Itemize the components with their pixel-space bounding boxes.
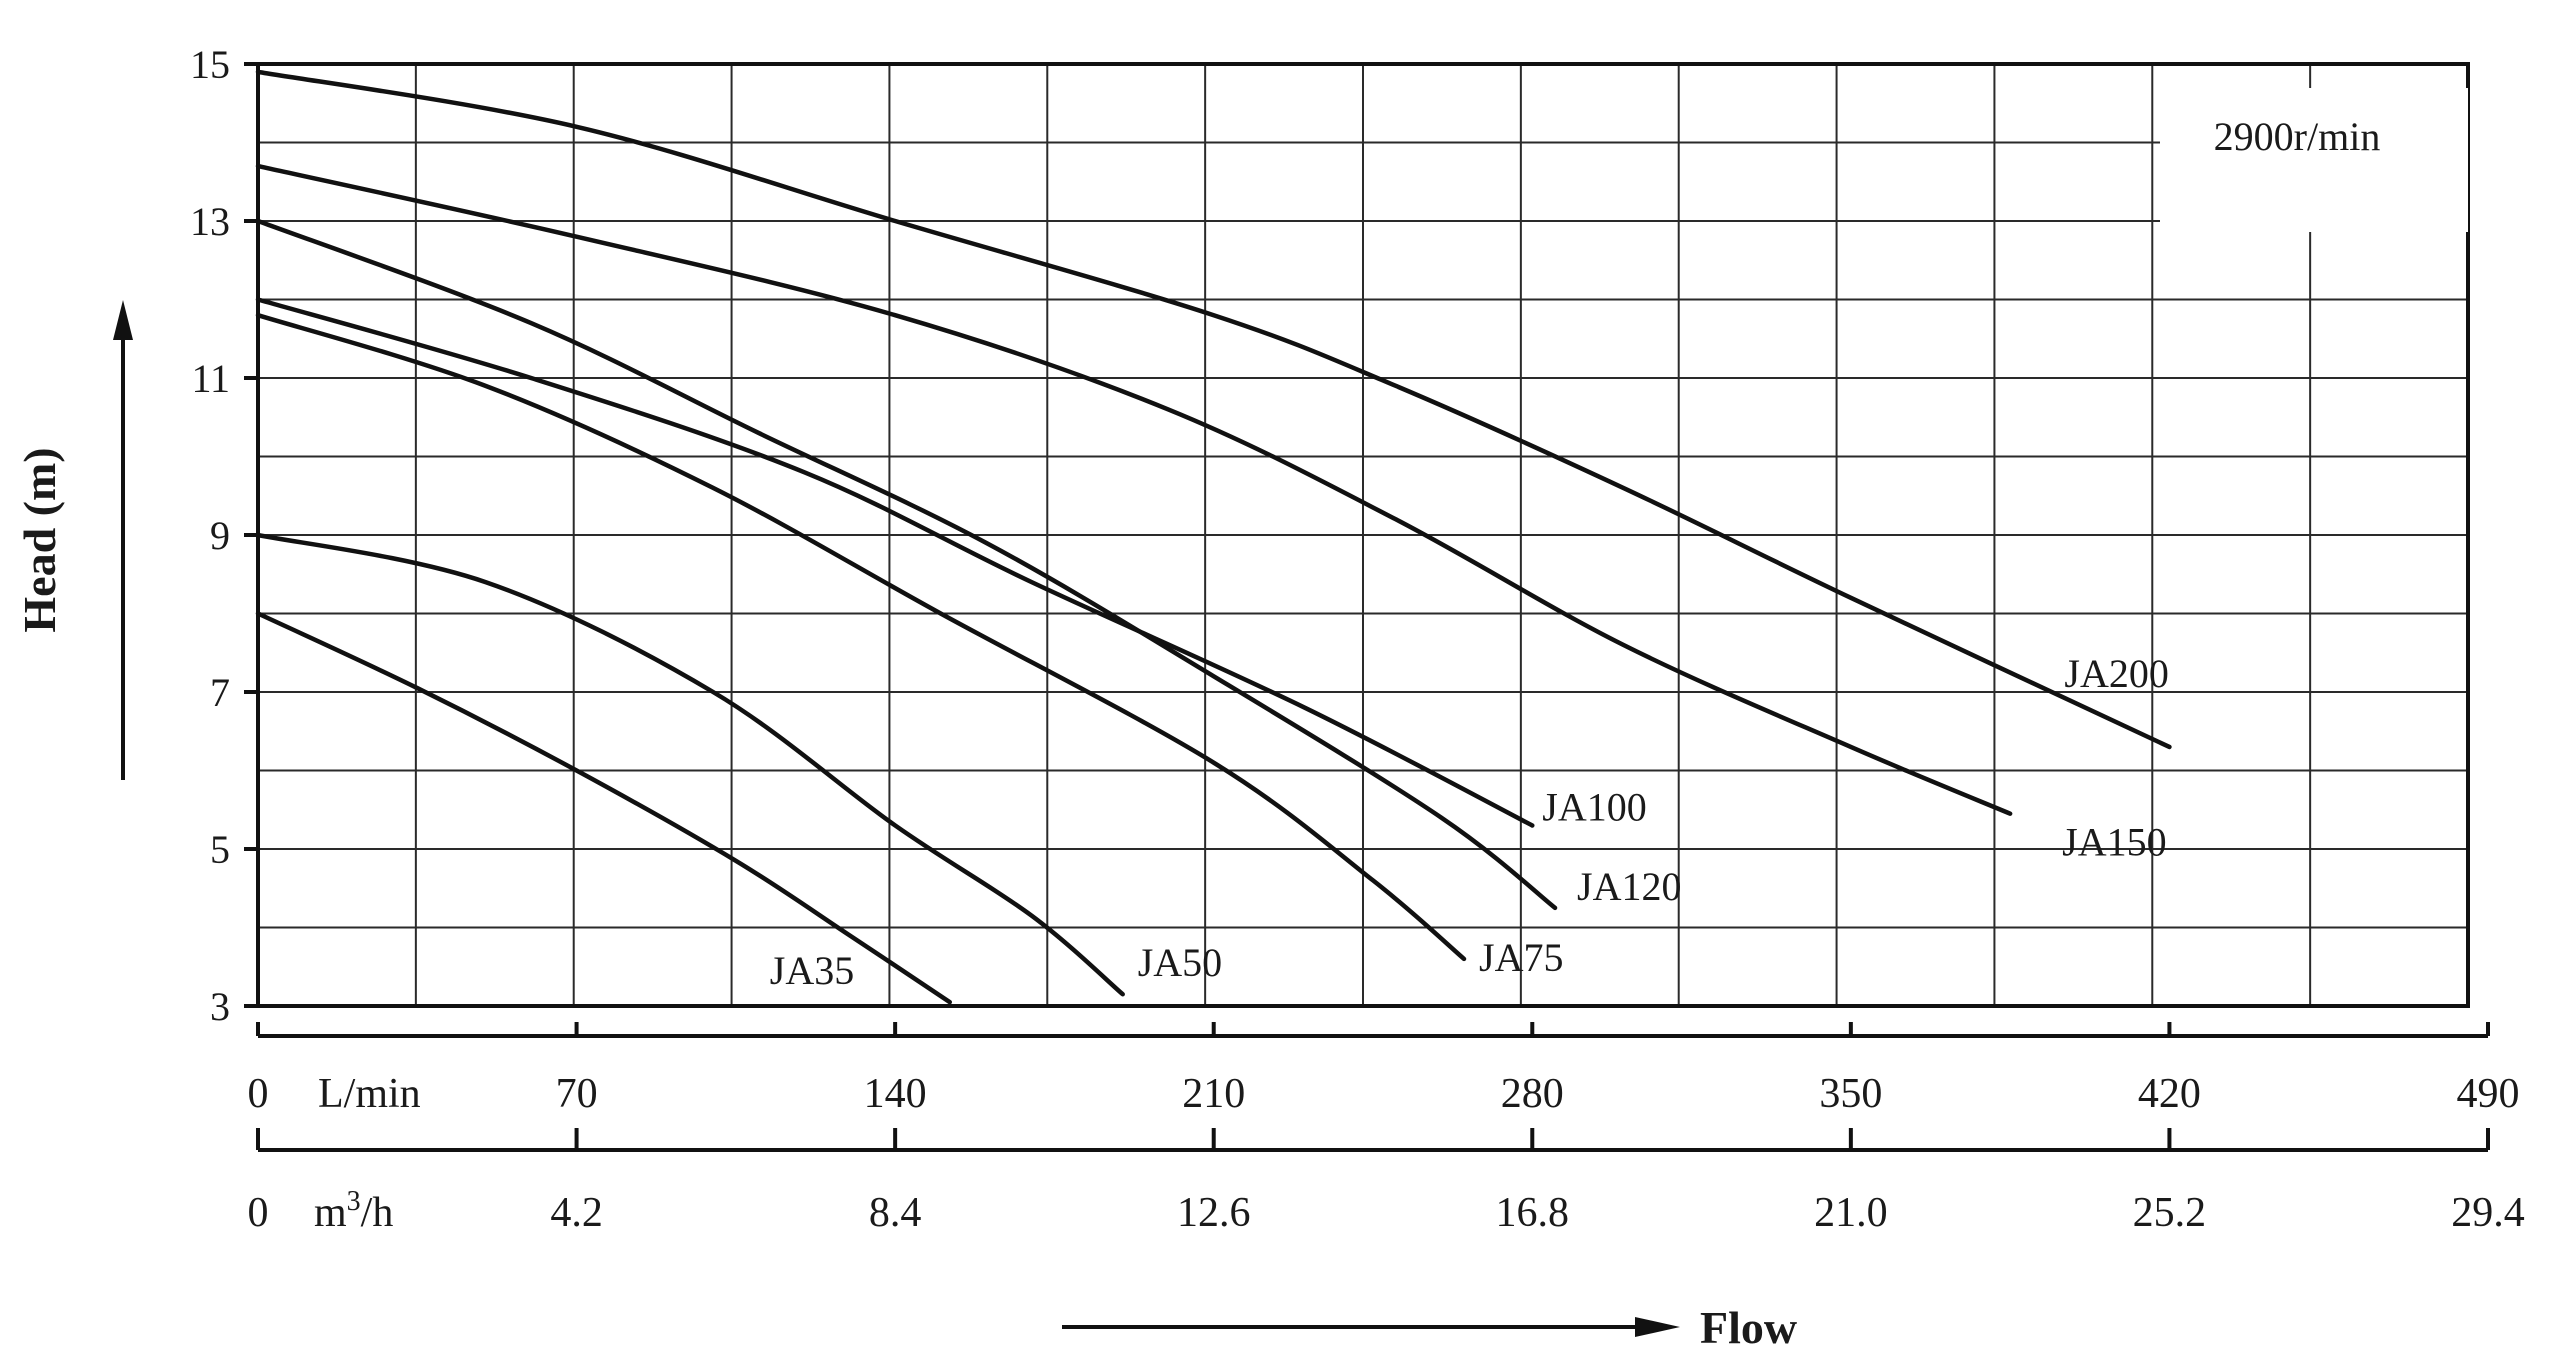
series-label-ja150: JA150 [2062, 820, 2166, 865]
series-line-ja100 [255, 297, 1535, 828]
y-tick-label: 11 [191, 356, 230, 401]
x-tick-lmin-label: 70 [556, 1071, 598, 1117]
series-line-ja35 [255, 611, 953, 1005]
x-tick-m3h-label: 29.4 [2451, 1190, 2525, 1236]
x-axis-title: Flow [1062, 1302, 1797, 1349]
x-unit-m3h: m3/h [314, 1186, 393, 1236]
grid [257, 63, 2469, 1007]
series-line-ja120 [255, 218, 1558, 911]
x-tick-m3h-label: 21.0 [1814, 1190, 1888, 1236]
y-axis-title: Head (m) [14, 300, 133, 780]
series-line-ja75 [255, 312, 1467, 962]
y-axis-label: Head (m) [14, 447, 65, 632]
y-axis-arrow-head [113, 300, 133, 340]
x-tick-m3h-label: 0 [248, 1190, 269, 1236]
series-label-ja120: JA120 [1577, 864, 1681, 909]
y-tick-label: 5 [210, 827, 230, 872]
series-lines [255, 69, 2172, 1005]
y-tick-label: 7 [210, 670, 230, 715]
x-tick-m3h-label: 4.2 [550, 1190, 603, 1236]
series-line-ja200 [255, 69, 2172, 750]
x-axes: 0 70 140 210 280 350 420 490 0 4.2 8.4 12.6 16.8 21.0… [248, 1022, 2525, 1236]
x-tick-m3h-label: 16.8 [1496, 1190, 1570, 1236]
x-tick-lmin-label: 420 [2138, 1071, 2201, 1117]
y-tick-label: 13 [190, 199, 230, 244]
series-label-ja50: JA50 [1138, 940, 1222, 985]
x-tick-lmin-label: 350 [1819, 1071, 1882, 1117]
y-tick-label: 9 [210, 513, 230, 558]
x-unit-lmin: L/min [318, 1071, 421, 1117]
x-axis-arrow-head [1635, 1317, 1680, 1337]
x-tick-lmin-label: 280 [1501, 1071, 1564, 1117]
x-axis-label: Flow [1700, 1302, 1797, 1349]
series-labels: JA35 JA50 JA75 JA100 JA120 JA150 JA200 [770, 651, 2169, 993]
x-tick-m3h-label: 8.4 [869, 1190, 922, 1236]
y-axis-ticks: 3 5 7 9 11 13 15 [190, 42, 258, 1029]
y-tick-label: 15 [190, 42, 230, 87]
series-label-ja35: JA35 [770, 948, 854, 993]
x-tick-lmin-label: 140 [864, 1071, 927, 1117]
y-tick-label: 3 [210, 984, 230, 1029]
series-label-ja100: JA100 [1542, 784, 1646, 829]
series-line-ja50 [255, 532, 1125, 997]
x-tick-m3h-label: 12.6 [1177, 1190, 1251, 1236]
rpm-annotation: 2900r/min [2214, 114, 2381, 159]
annotation-background [2160, 88, 2468, 232]
x-tick-m3h-label: 25.2 [2133, 1190, 2207, 1236]
series-line-ja150 [255, 163, 2013, 816]
x-tick-lmin-label: 490 [2457, 1071, 2520, 1117]
series-label-ja75: JA75 [1479, 935, 1563, 980]
x-tick-lmin-label: 210 [1182, 1071, 1245, 1117]
x-tick-lmin-label: 0 [248, 1071, 269, 1117]
plot-frame [256, 62, 2470, 1008]
series-label-ja200: JA200 [2064, 651, 2168, 696]
